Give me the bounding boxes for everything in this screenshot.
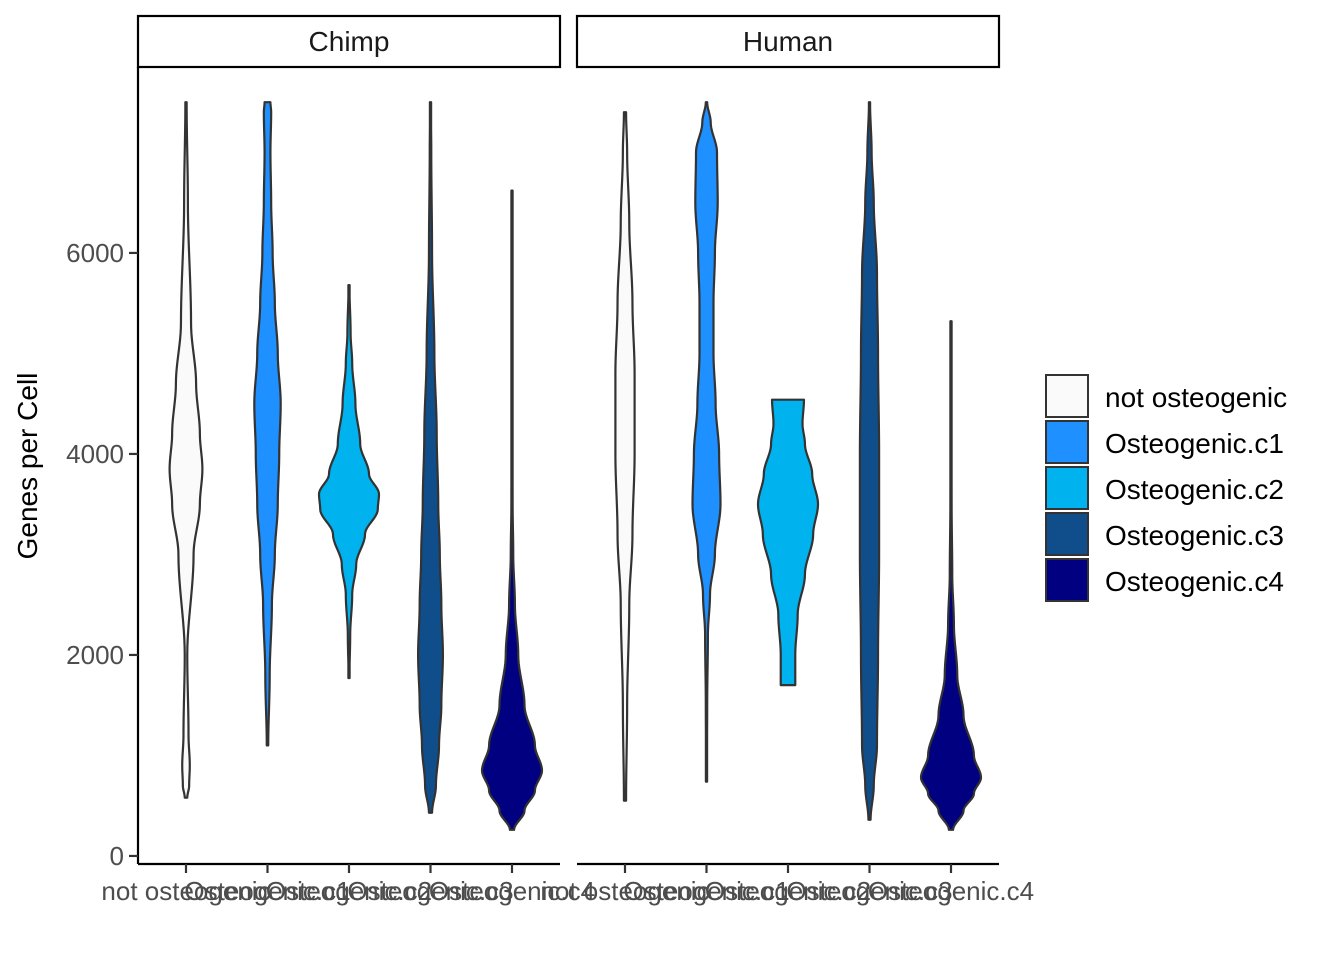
violin-human-osteogenic-c4 [919,320,983,831]
violin-chimp-osteogenic-c1 [253,101,282,747]
legend-label: Osteogenic.c2 [1105,474,1284,505]
legend-key [1045,466,1089,510]
facet-strip [136,14,562,69]
legend-label: Osteogenic.c4 [1105,566,1284,597]
x-tick-label: Osteogenic.c4 [429,876,595,906]
x-tick-label: not osteogenic [540,876,709,906]
x-tick-label: Osteogenic.c1 [623,876,789,906]
legend-label: Osteogenic.c1 [1105,428,1284,459]
y-tick-label: 6000 [66,238,124,268]
y-tick-label: 2000 [66,640,124,670]
violin-human-osteogenic-c2 [756,398,820,687]
x-tick-label: Osteogenic.c3 [347,876,513,906]
violin-chimp-osteogenic-c2 [317,283,381,680]
x-tick-label: Osteogenic.c2 [705,876,871,906]
violin-human-not-osteogenic [614,111,636,802]
legend-key [1045,420,1089,464]
x-tick-label: Osteogenic.c1 [184,876,350,906]
violin-chimp-osteogenic-c4 [480,189,544,831]
y-axis: 0 2000 4000 6000 [66,238,138,871]
y-axis-title: Genes per Cell [12,373,43,560]
violin-human-osteogenic-c3 [858,101,881,821]
facet-strip [575,14,1001,69]
y-tick-label: 4000 [66,439,124,469]
violin-human-osteogenic-c1 [691,101,722,783]
legend-label: not osteogenic [1105,382,1287,413]
legend-label: Osteogenic.c3 [1105,520,1284,551]
violin-chimp-not-osteogenic [168,101,204,799]
facet-strip-label: Chimp [309,26,390,57]
legend-key [1045,558,1089,602]
x-tick-label: not osteogenic [101,876,270,906]
legend-key [1045,512,1089,556]
y-tick-label: 0 [110,841,124,871]
violin-chimp-osteogenic-c3 [417,101,444,814]
facet-strip-label: Human [743,26,833,57]
x-tick-label: Osteogenic.c4 [868,876,1034,906]
x-tick-label: Osteogenic.c3 [786,876,952,906]
legend-key [1045,374,1089,418]
x-tick-label: Osteogenic.c2 [266,876,432,906]
legend: not osteogenic Osteogenic.c1 Osteogenic.c2… [1045,374,1287,602]
